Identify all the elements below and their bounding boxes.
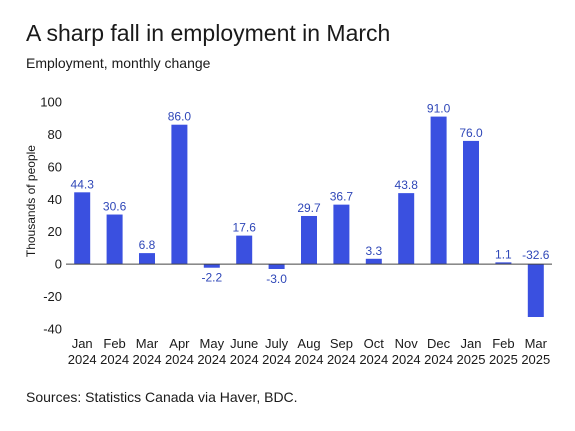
x-axis-labels: Jan2024Feb2024Mar2024Apr2024May2024June2… [68, 336, 551, 367]
chart-subtitle: Employment, monthly change [26, 55, 211, 71]
bar [236, 235, 253, 265]
x-tick-month: Feb [103, 336, 125, 351]
x-tick-month: Nov [395, 336, 419, 351]
data-label: -3.0 [266, 272, 287, 286]
x-tick-year: 2024 [197, 352, 226, 367]
bar [398, 193, 415, 265]
data-label: 86.0 [168, 110, 192, 124]
bar [333, 204, 350, 265]
x-tick-month: Jan [72, 336, 93, 351]
chart-title: A sharp fall in employment in March [26, 20, 391, 46]
x-tick-month: Sep [330, 336, 353, 351]
data-label: 43.8 [395, 178, 419, 192]
y-tick-label: 60 [48, 159, 62, 174]
x-tick-year: 2024 [68, 352, 97, 367]
y-tick-label: 80 [48, 127, 62, 142]
x-tick-year: 2024 [327, 352, 356, 367]
bar [430, 116, 447, 265]
x-tick-month: July [265, 336, 289, 351]
x-tick-year: 2024 [230, 352, 259, 367]
source-note: Sources: Statistics Canada via Haver, BD… [26, 389, 298, 405]
data-label: 44.3 [71, 177, 95, 191]
y-axis-label: Thousands of people [24, 145, 38, 257]
bar [463, 140, 479, 265]
x-tick-month: Mar [136, 336, 159, 351]
x-tick-month: Jan [461, 336, 482, 351]
x-tick-month: June [230, 336, 258, 351]
data-label: 17.6 [233, 221, 257, 235]
bar [74, 192, 91, 265]
bar [268, 264, 285, 270]
x-tick-month: Dec [427, 336, 451, 351]
data-label: -2.2 [201, 271, 222, 285]
bars: 44.3 30.6 6.8 86.0 -2.2 17.6 -3.0 29.7 36.7 3.3 43… [71, 102, 550, 318]
y-tick-label: -40 [43, 322, 62, 337]
x-tick-month: Apr [169, 336, 190, 351]
data-label: 91.0 [427, 102, 451, 116]
bar [171, 124, 188, 265]
x-tick-year: 2024 [392, 352, 421, 367]
bar [106, 214, 123, 265]
x-tick-year: 2025 [489, 352, 518, 367]
data-label: 76.0 [459, 126, 483, 140]
x-tick-year: 2024 [295, 352, 324, 367]
bar [301, 215, 317, 265]
y-axis-ticks: 100 80 60 40 20 0 -20 -40 [40, 95, 62, 337]
x-tick-year: 2024 [359, 352, 388, 367]
bar [495, 262, 512, 265]
x-tick-month: Aug [297, 336, 320, 351]
x-tick-year: 2025 [521, 352, 550, 367]
x-tick-month: May [200, 336, 225, 351]
x-tick-year: 2024 [100, 352, 129, 367]
x-tick-month: Oct [364, 336, 385, 351]
x-tick-year: 2024 [133, 352, 162, 367]
y-tick-label: 40 [48, 192, 62, 207]
x-tick-year: 2024 [165, 352, 194, 367]
x-tick-year: 2024 [424, 352, 453, 367]
x-tick-year: 2024 [262, 352, 291, 367]
y-tick-label: 100 [40, 95, 62, 110]
bar [365, 258, 382, 265]
y-tick-label: 0 [55, 257, 62, 272]
data-label: 30.6 [103, 200, 127, 214]
data-label: 3.3 [365, 244, 382, 258]
bar [527, 264, 544, 318]
data-label: 1.1 [495, 247, 512, 261]
x-tick-month: Feb [492, 336, 514, 351]
x-tick-month: Mar [525, 336, 548, 351]
y-tick-label: -20 [43, 289, 62, 304]
data-label: 6.8 [139, 238, 156, 252]
data-label: 29.7 [297, 201, 321, 215]
data-label: -32.6 [522, 248, 550, 262]
y-tick-label: 20 [48, 224, 62, 239]
data-label: 36.7 [330, 190, 354, 204]
bar [203, 264, 220, 268]
bar [139, 253, 155, 265]
x-tick-year: 2025 [457, 352, 486, 367]
